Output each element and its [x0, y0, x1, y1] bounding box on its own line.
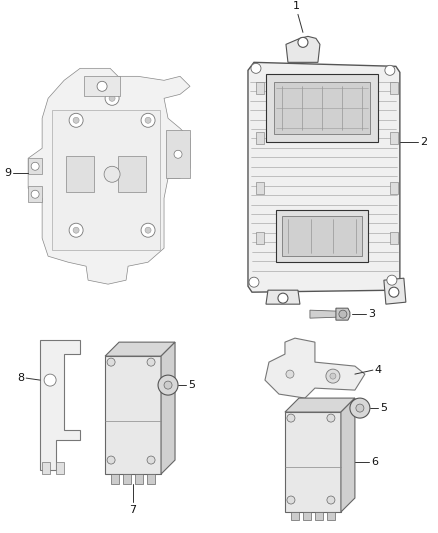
- Bar: [285, 412, 341, 512]
- Circle shape: [69, 223, 83, 237]
- Polygon shape: [336, 308, 350, 320]
- Circle shape: [174, 150, 182, 158]
- Polygon shape: [40, 340, 80, 470]
- Polygon shape: [384, 278, 406, 304]
- Circle shape: [387, 275, 397, 285]
- Bar: [256, 182, 264, 194]
- Circle shape: [298, 37, 308, 47]
- Circle shape: [73, 227, 79, 233]
- Circle shape: [327, 496, 335, 504]
- Bar: [123, 474, 131, 484]
- Circle shape: [158, 375, 178, 395]
- Bar: [315, 512, 323, 520]
- Bar: [390, 232, 398, 244]
- Text: 5: 5: [380, 403, 387, 413]
- Circle shape: [385, 66, 395, 75]
- Bar: [256, 232, 264, 244]
- Bar: [390, 82, 398, 94]
- Bar: [282, 216, 362, 256]
- Polygon shape: [161, 342, 175, 474]
- Text: 5: 5: [188, 380, 195, 390]
- Polygon shape: [105, 342, 175, 356]
- Circle shape: [109, 95, 115, 101]
- Circle shape: [339, 310, 347, 318]
- Bar: [52, 110, 160, 250]
- Text: 8: 8: [17, 373, 24, 383]
- Circle shape: [145, 117, 151, 123]
- Bar: [105, 356, 161, 474]
- Text: 3: 3: [368, 309, 375, 319]
- Bar: [28, 186, 42, 202]
- Circle shape: [249, 277, 259, 287]
- Polygon shape: [248, 62, 400, 292]
- Circle shape: [107, 358, 115, 366]
- Polygon shape: [285, 398, 355, 412]
- Polygon shape: [341, 398, 355, 512]
- Bar: [56, 462, 64, 474]
- Circle shape: [141, 114, 155, 127]
- Bar: [276, 210, 368, 262]
- Circle shape: [278, 293, 288, 303]
- Text: 9: 9: [4, 168, 11, 178]
- Text: 2: 2: [420, 138, 427, 147]
- Text: 6: 6: [371, 457, 378, 467]
- Bar: [66, 156, 94, 192]
- Circle shape: [350, 398, 370, 418]
- Circle shape: [147, 358, 155, 366]
- Polygon shape: [265, 338, 365, 398]
- Polygon shape: [286, 36, 320, 62]
- Bar: [266, 74, 378, 142]
- Circle shape: [145, 227, 151, 233]
- Bar: [390, 182, 398, 194]
- Circle shape: [327, 414, 335, 422]
- Circle shape: [31, 190, 39, 198]
- Circle shape: [286, 370, 294, 378]
- Bar: [256, 132, 264, 144]
- Circle shape: [107, 456, 115, 464]
- Circle shape: [287, 496, 295, 504]
- Circle shape: [287, 414, 295, 422]
- Circle shape: [330, 373, 336, 379]
- Text: 1: 1: [293, 2, 300, 11]
- Bar: [135, 474, 143, 484]
- Circle shape: [104, 166, 120, 182]
- Circle shape: [251, 63, 261, 74]
- Polygon shape: [310, 310, 338, 318]
- Polygon shape: [266, 290, 300, 304]
- Bar: [303, 512, 311, 520]
- Circle shape: [141, 223, 155, 237]
- Circle shape: [164, 381, 172, 389]
- Circle shape: [97, 82, 107, 91]
- Text: 7: 7: [130, 505, 137, 515]
- Text: 4: 4: [375, 365, 382, 375]
- Bar: [274, 82, 370, 134]
- Circle shape: [389, 287, 399, 297]
- Circle shape: [356, 404, 364, 412]
- Circle shape: [147, 456, 155, 464]
- Bar: [118, 156, 146, 192]
- Bar: [390, 132, 398, 144]
- Bar: [42, 462, 50, 474]
- Bar: [84, 76, 120, 96]
- Circle shape: [326, 369, 340, 383]
- Bar: [327, 512, 335, 520]
- Bar: [111, 474, 119, 484]
- Bar: [291, 512, 299, 520]
- Bar: [28, 158, 42, 174]
- Bar: [147, 474, 155, 484]
- Circle shape: [105, 91, 119, 106]
- Circle shape: [73, 117, 79, 123]
- Circle shape: [44, 374, 56, 386]
- Polygon shape: [28, 68, 190, 284]
- Circle shape: [69, 114, 83, 127]
- Circle shape: [31, 162, 39, 170]
- Bar: [256, 82, 264, 94]
- Bar: [166, 130, 190, 178]
